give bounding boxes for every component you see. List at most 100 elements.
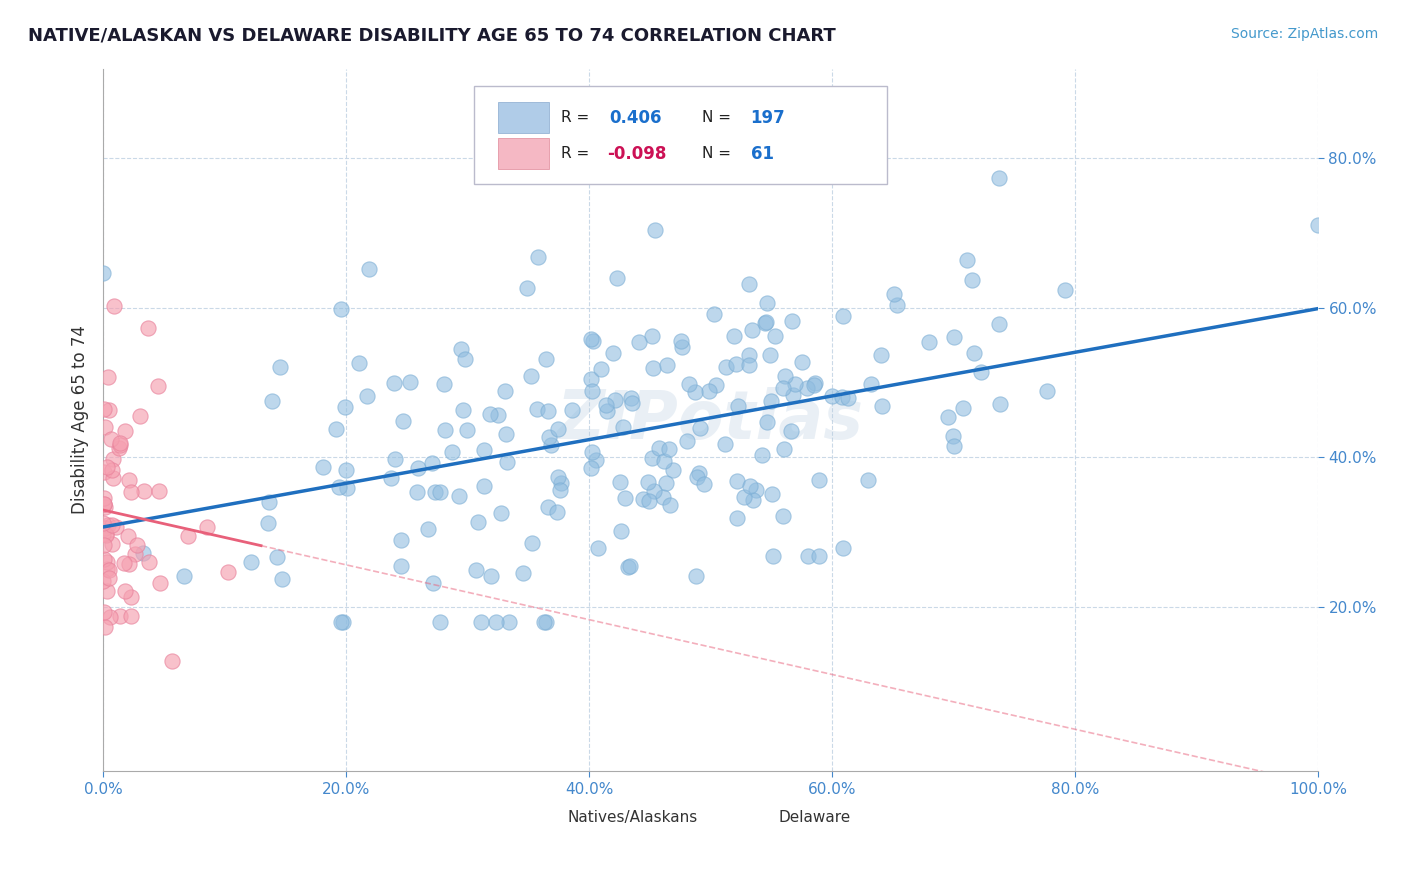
Point (956, 252, 979, 267)
Point (93, 465, 115, 479)
Point (108, 609, 131, 624)
Point (658, 442, 681, 456)
Point (467, 515, 489, 529)
Point (659, 498, 682, 512)
Point (429, 484, 451, 499)
FancyBboxPatch shape (498, 103, 548, 133)
Point (942, 439, 965, 453)
Point (685, 569, 707, 583)
Point (612, 420, 634, 434)
Point (328, 480, 350, 494)
Point (837, 391, 859, 405)
Point (804, 376, 827, 390)
Text: 0.406: 0.406 (610, 109, 662, 127)
Point (465, 563, 488, 577)
Point (110, 436, 132, 450)
Point (472, 479, 495, 493)
Point (1054, 283, 1077, 297)
Point (832, 541, 855, 555)
Point (173, 569, 195, 583)
Point (330, 302, 353, 317)
Point (516, 281, 538, 295)
Text: Source: ZipAtlas.com: Source: ZipAtlas.com (1230, 27, 1378, 41)
Text: R =: R = (561, 111, 589, 125)
Point (780, 314, 803, 328)
Point (755, 296, 778, 310)
Point (661, 463, 683, 477)
Point (335, 481, 357, 495)
Point (389, 533, 412, 548)
Point (586, 541, 609, 555)
Point (640, 328, 662, 343)
Point (654, 454, 676, 468)
Point (870, 399, 893, 413)
Point (704, 377, 727, 392)
FancyBboxPatch shape (742, 808, 773, 827)
Point (761, 487, 783, 501)
Point (485, 615, 508, 629)
Point (132, 546, 155, 560)
Point (609, 475, 631, 489)
Point (738, 348, 761, 362)
Point (714, 360, 737, 375)
Point (96, 555, 118, 569)
Point (952, 401, 974, 415)
Point (93, 420, 115, 434)
Point (382, 376, 405, 390)
Point (100, 462, 122, 476)
Point (94, 521, 117, 535)
Point (423, 485, 446, 500)
Point (114, 425, 136, 439)
Point (138, 320, 160, 334)
Point (127, 538, 149, 552)
Point (693, 476, 716, 491)
Point (943, 329, 966, 343)
Point (803, 377, 825, 392)
Point (756, 415, 779, 429)
Point (526, 402, 548, 417)
Point (538, 430, 561, 444)
Point (785, 377, 807, 392)
Point (114, 583, 136, 598)
Point (91, 266, 114, 280)
Point (97, 563, 120, 577)
Text: N =: N = (702, 111, 731, 125)
Point (537, 500, 560, 514)
Point (579, 461, 602, 475)
Point (962, 273, 984, 287)
FancyBboxPatch shape (531, 808, 564, 827)
Point (738, 358, 761, 372)
Point (987, 170, 1010, 185)
Point (128, 409, 150, 423)
Point (124, 547, 146, 561)
Point (311, 460, 333, 475)
Point (669, 334, 692, 348)
Point (821, 388, 844, 402)
Point (526, 251, 548, 265)
Point (619, 559, 641, 574)
Text: Natives/Alaskans: Natives/Alaskans (567, 810, 697, 824)
Point (533, 615, 555, 629)
Point (738, 277, 761, 291)
Point (98, 609, 121, 624)
Point (988, 317, 1011, 331)
Point (101, 471, 124, 485)
Point (162, 654, 184, 668)
Point (94, 620, 117, 634)
Point (761, 394, 783, 409)
Point (96, 584, 118, 599)
Y-axis label: Disability Age 65 to 74: Disability Age 65 to 74 (72, 326, 89, 515)
Point (356, 389, 378, 403)
Point (581, 445, 603, 459)
Point (697, 384, 720, 398)
Point (479, 568, 502, 582)
Point (257, 495, 280, 509)
Point (271, 572, 294, 586)
Point (616, 559, 638, 574)
Point (405, 484, 427, 499)
Point (540, 438, 562, 452)
Point (240, 555, 263, 569)
Point (832, 309, 855, 323)
Point (651, 490, 673, 504)
Point (454, 351, 477, 366)
